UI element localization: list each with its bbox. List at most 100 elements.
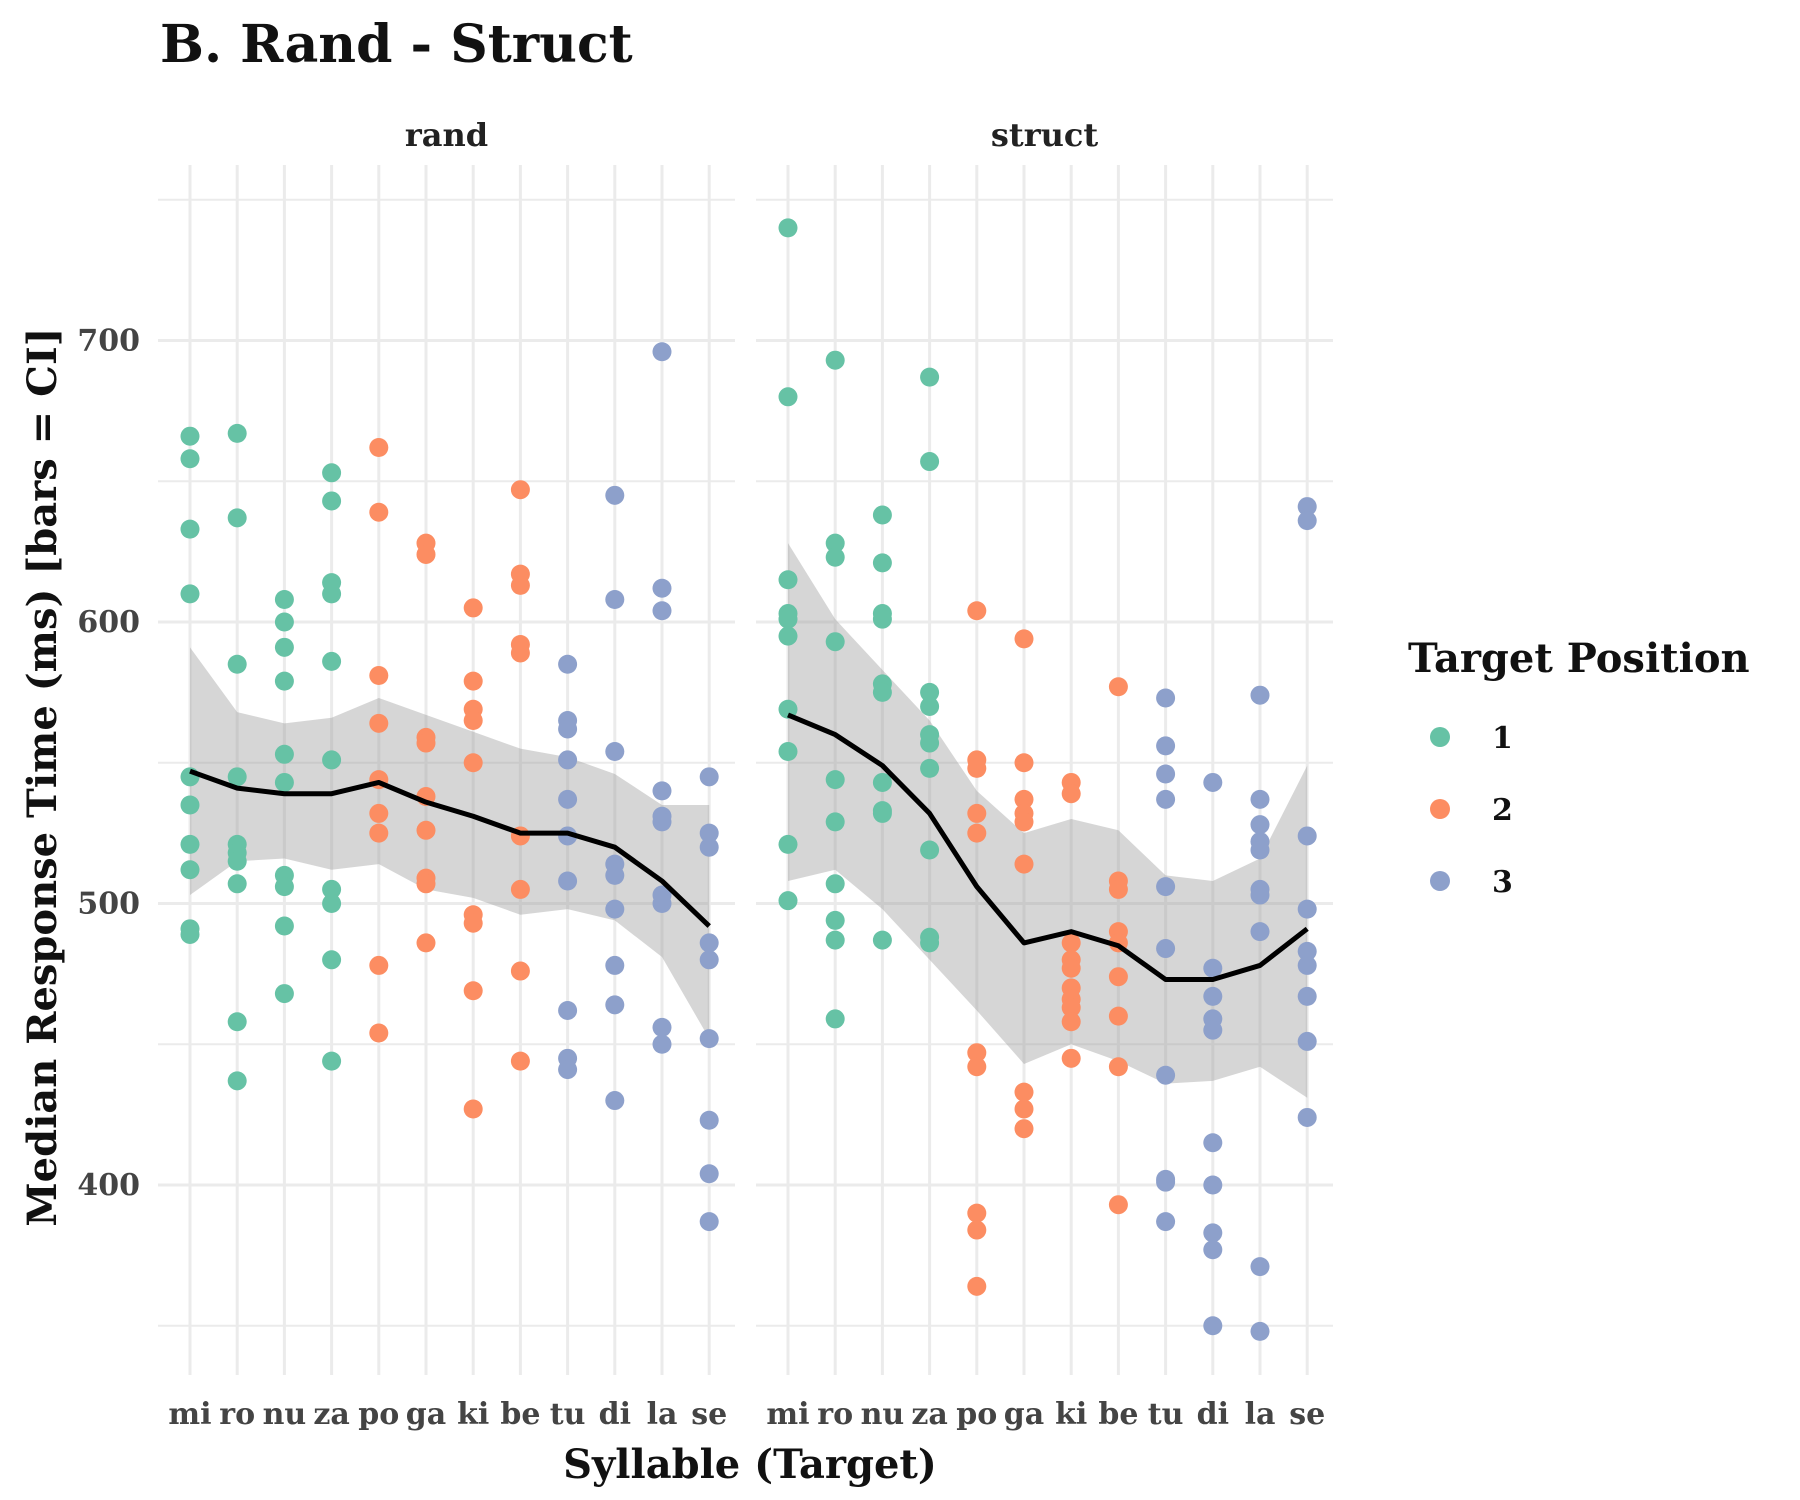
- data-point: [369, 665, 389, 685]
- facet-label: rand: [405, 116, 488, 154]
- y-tick-label: 700: [77, 324, 140, 359]
- data-point: [1108, 1057, 1128, 1077]
- data-point: [1203, 1316, 1223, 1336]
- data-point: [274, 612, 294, 632]
- data-point: [967, 803, 987, 823]
- data-point: [180, 795, 200, 815]
- x-tick-label: ro: [219, 1397, 255, 1432]
- data-point: [652, 781, 672, 801]
- data-point: [778, 218, 798, 238]
- data-point: [416, 544, 436, 564]
- data-point: [778, 834, 798, 854]
- data-point: [1297, 941, 1317, 961]
- data-point: [825, 632, 845, 652]
- legend-title: Target Position: [1408, 635, 1750, 682]
- x-tick-label: be: [500, 1397, 540, 1432]
- data-point: [967, 1043, 987, 1063]
- data-point: [699, 933, 719, 953]
- data-point: [1297, 826, 1317, 846]
- data-point: [274, 877, 294, 897]
- x-tick-label: la: [1245, 1397, 1276, 1432]
- x-tick-label: za: [313, 1397, 349, 1432]
- data-point: [1014, 789, 1034, 809]
- x-tick-label: mi: [168, 1397, 211, 1432]
- data-point: [605, 589, 625, 609]
- data-point: [180, 449, 200, 469]
- data-point: [652, 894, 672, 913]
- data-point: [1203, 1223, 1223, 1243]
- data-point: [274, 637, 294, 657]
- data-point: [510, 643, 530, 663]
- confidence-bands: [190, 543, 1308, 1098]
- data-point: [180, 860, 200, 880]
- data-point: [1061, 1048, 1081, 1068]
- data-point: [322, 491, 342, 511]
- data-point: [872, 553, 892, 573]
- data-point: [180, 584, 200, 604]
- data-point: [1297, 986, 1317, 1006]
- data-point: [1014, 629, 1034, 649]
- ci-band: [190, 647, 710, 1039]
- data-point: [463, 598, 483, 618]
- data-point: [1250, 789, 1270, 809]
- x-tick-label: la: [647, 1397, 678, 1432]
- data-point: [605, 865, 625, 885]
- data-point: [369, 1023, 389, 1043]
- legend: Target Position 1 2 3: [1408, 635, 1750, 900]
- data-point: [825, 874, 845, 894]
- facet-label: struct: [991, 116, 1098, 154]
- data-point: [510, 1051, 530, 1071]
- data-point: [1203, 986, 1223, 1006]
- data-point: [652, 1017, 672, 1037]
- data-point: [463, 1099, 483, 1119]
- data-point: [510, 961, 530, 981]
- x-tick-label: ro: [817, 1397, 853, 1432]
- data-point: [825, 533, 845, 553]
- data-point: [180, 767, 200, 787]
- data-point: [920, 696, 940, 716]
- data-point: [322, 651, 342, 671]
- x-tick-label: po: [956, 1397, 997, 1432]
- data-point: [416, 933, 436, 953]
- legend-label: 1: [1492, 721, 1513, 756]
- data-point: [605, 899, 625, 919]
- data-point: [652, 578, 672, 598]
- y-tick-label: 400: [77, 1168, 140, 1203]
- data-point: [1108, 1006, 1128, 1026]
- data-point: [605, 1091, 625, 1111]
- x-tick-label: nu: [861, 1397, 905, 1432]
- data-point: [1203, 1020, 1223, 1040]
- data-point: [872, 682, 892, 702]
- data-point: [558, 1060, 578, 1080]
- data-point: [1156, 764, 1176, 784]
- data-point: [778, 699, 798, 719]
- data-point: [699, 1110, 719, 1130]
- x-tick-label: nu: [263, 1397, 307, 1432]
- data-point: [652, 601, 672, 621]
- x-tick-label: di: [1197, 1397, 1229, 1432]
- data-point: [227, 1071, 247, 1091]
- data-point: [967, 1203, 987, 1223]
- data-point: [967, 1276, 987, 1296]
- data-point: [699, 1164, 719, 1184]
- data-point: [1297, 1031, 1317, 1051]
- data-point: [920, 682, 940, 702]
- x-tick-label: di: [599, 1397, 631, 1432]
- y-tick-label: 500: [77, 887, 140, 922]
- data-point: [699, 837, 719, 857]
- data-point: [322, 950, 342, 970]
- data-point: [1014, 1099, 1034, 1119]
- x-tick-label: po: [358, 1397, 399, 1432]
- data-point: [463, 913, 483, 933]
- data-point: [1156, 789, 1176, 809]
- data-point: [1014, 753, 1034, 773]
- data-point: [825, 770, 845, 790]
- data-point: [652, 342, 672, 362]
- y-axis-title: Median Response Time (ms) [bars = CI]: [19, 327, 66, 1226]
- data-point: [872, 609, 892, 629]
- data-point: [1203, 1175, 1223, 1195]
- data-point: [274, 984, 294, 1004]
- data-point: [920, 840, 940, 860]
- chart-title: B. Rand - Struct: [160, 14, 633, 75]
